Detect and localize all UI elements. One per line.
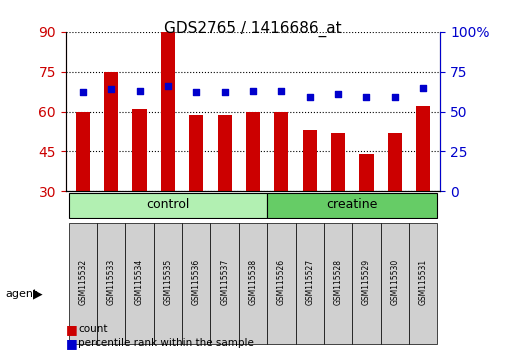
Point [248,88,257,93]
Bar [302,130,316,191]
Bar [161,32,175,191]
Point [418,85,426,91]
Text: GSM115534: GSM115534 [135,259,144,306]
Text: GSM115533: GSM115533 [107,259,116,306]
Point [220,90,228,95]
Point [135,88,143,93]
Text: GSM115532: GSM115532 [78,259,87,306]
Point [192,90,200,95]
Text: ■: ■ [66,323,77,336]
Point [164,83,172,89]
Bar [415,106,429,191]
FancyBboxPatch shape [210,223,238,344]
FancyBboxPatch shape [97,223,125,344]
FancyBboxPatch shape [238,223,267,344]
Text: GSM115530: GSM115530 [389,259,398,306]
Text: GSM115535: GSM115535 [163,259,172,306]
Text: control: control [146,198,189,211]
Bar [274,112,288,191]
Bar [189,115,203,191]
FancyBboxPatch shape [267,223,295,344]
Text: GSM115531: GSM115531 [418,259,427,306]
Text: GSM115528: GSM115528 [333,259,342,306]
FancyBboxPatch shape [295,223,323,344]
Text: GSM115537: GSM115537 [220,259,229,306]
Point [305,94,313,100]
Point [333,91,341,97]
Point [107,86,115,92]
FancyBboxPatch shape [351,223,380,344]
FancyBboxPatch shape [125,223,154,344]
FancyBboxPatch shape [380,223,408,344]
Bar [387,133,401,191]
Text: GSM115538: GSM115538 [248,259,257,306]
FancyBboxPatch shape [408,223,436,344]
Text: GSM115529: GSM115529 [361,259,370,306]
Bar [359,154,373,191]
Point [390,94,398,100]
Point [362,94,370,100]
FancyBboxPatch shape [154,223,182,344]
Text: ▶: ▶ [33,287,42,300]
FancyBboxPatch shape [267,193,436,218]
FancyBboxPatch shape [69,193,267,218]
Bar [104,72,118,191]
Bar [217,115,231,191]
Text: GSM115527: GSM115527 [305,259,314,306]
Text: GDS2765 / 1416686_at: GDS2765 / 1416686_at [164,21,341,38]
Text: count: count [78,324,108,334]
Point [79,90,87,95]
Point [277,88,285,93]
Text: GSM115526: GSM115526 [276,259,285,306]
Text: creatine: creatine [326,198,377,211]
Text: agent: agent [5,289,37,299]
Bar [132,109,146,191]
FancyBboxPatch shape [323,223,351,344]
Bar [245,112,260,191]
Text: GSM115536: GSM115536 [191,259,200,306]
Bar [76,112,90,191]
Text: ■: ■ [66,337,77,350]
FancyBboxPatch shape [182,223,210,344]
Text: percentile rank within the sample: percentile rank within the sample [78,338,254,348]
Bar [330,133,344,191]
FancyBboxPatch shape [69,223,97,344]
